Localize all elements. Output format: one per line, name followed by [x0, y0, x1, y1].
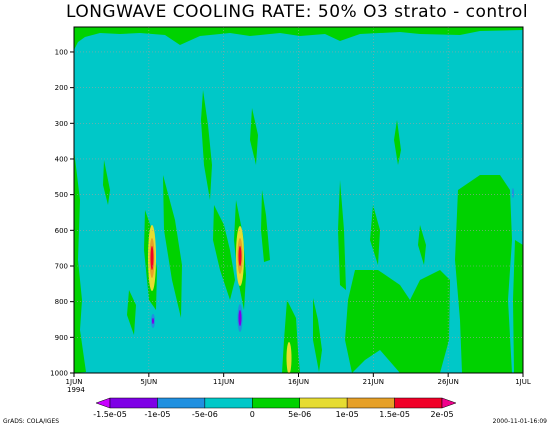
hotspot-red-1 — [150, 246, 154, 270]
green-region-left — [74, 150, 86, 373]
hotspot-blue-3 — [512, 188, 514, 198]
green-region-8 — [250, 108, 258, 165]
colorbar-arrow-low — [95, 397, 111, 409]
colorbar-label: -1e-05 — [144, 410, 170, 419]
grid-lines — [74, 27, 523, 373]
x-axis: 1JUN 5JUN 11JUN 16JUN 21JUN 26JUN 1JUL — [66, 373, 531, 386]
x-tick-label: 1JUN — [66, 378, 83, 386]
x-tick-label: 21JUN — [363, 378, 384, 386]
colorbar-segment — [346, 397, 395, 409]
green-region-top — [74, 27, 523, 50]
green-region-6 — [213, 205, 235, 300]
y-tick-label: 300 — [55, 120, 68, 128]
x-tick-label: 1JUL — [515, 378, 531, 386]
colorbar-label: 1.5e-05 — [379, 410, 410, 419]
y-tick-label: 100 — [55, 48, 68, 56]
colorbar-segment — [394, 397, 443, 409]
footer-left: GrADS: COLA/IGES — [3, 418, 59, 425]
y-tick-label: 600 — [55, 227, 68, 235]
green-region-1 — [103, 160, 110, 205]
hotspots — [148, 188, 514, 374]
colorbar-segment — [252, 397, 300, 409]
colorbar-segment — [204, 397, 253, 409]
x-tick-label: 26JUN — [437, 378, 458, 386]
colorbar-label: 2e-05 — [430, 410, 453, 419]
y-tick-label: 200 — [55, 84, 68, 92]
green-region-5 — [201, 90, 212, 200]
green-region-18 — [513, 240, 523, 373]
y-tick-label: 700 — [55, 262, 68, 270]
footer-right: 2000-11-01-16:09 — [493, 418, 548, 425]
colorbar-arrow-high — [441, 397, 457, 409]
plot-area — [73, 26, 524, 374]
colorbar-label: -5e-06 — [192, 410, 218, 419]
colorbar-label: -1.5e-05 — [93, 410, 127, 419]
green-region-10 — [282, 300, 300, 373]
colorbar-segment — [299, 397, 348, 409]
colorbar-segment — [157, 397, 206, 409]
x-tick-label: 11JUN — [213, 378, 234, 386]
y-tick-label: 400 — [55, 155, 68, 163]
y-axis: 100 200 300 400 500 600 700 800 900 1000 — [50, 48, 74, 378]
green-region-14 — [370, 205, 380, 265]
green-region-2 — [127, 290, 136, 335]
green-region-16 — [418, 225, 426, 265]
green-region-4 — [163, 175, 182, 318]
x-tick-label: 16JUN — [288, 378, 309, 386]
y-tick-label: 800 — [55, 298, 68, 306]
x-year-label: 1994 — [67, 386, 85, 394]
colorbar-segment — [109, 397, 158, 409]
green-region-15 — [394, 120, 401, 165]
colorbar-label: 1e-05 — [336, 410, 359, 419]
green-region-12 — [338, 180, 346, 290]
x-tick-label: 5JUN — [140, 378, 157, 386]
green-region-9 — [261, 190, 270, 262]
green-region-13 — [345, 270, 450, 373]
green-region-11 — [313, 298, 322, 372]
green-region-17 — [455, 175, 512, 373]
hotspot-purple-2 — [238, 310, 242, 326]
chart-title: LONGWAVE COOLING RATE: 50% O3 strato - c… — [66, 2, 528, 22]
y-tick-label: 500 — [55, 191, 68, 199]
positive-contour-regions — [74, 27, 523, 373]
colorbar-label: 0 — [250, 410, 255, 419]
y-tick-label: 1000 — [50, 370, 68, 378]
hotspot-purple-1 — [152, 318, 154, 324]
hotspot-yellow-3 — [286, 342, 292, 374]
y-tick-label: 900 — [55, 334, 68, 342]
colorbar: -1.5e-05 -1e-05 -5e-06 0 5e-06 1e-05 1.5e-05 2e… — [93, 397, 457, 419]
hotspot-red-2 — [238, 246, 242, 266]
colorbar-label: 5e-06 — [288, 410, 311, 419]
